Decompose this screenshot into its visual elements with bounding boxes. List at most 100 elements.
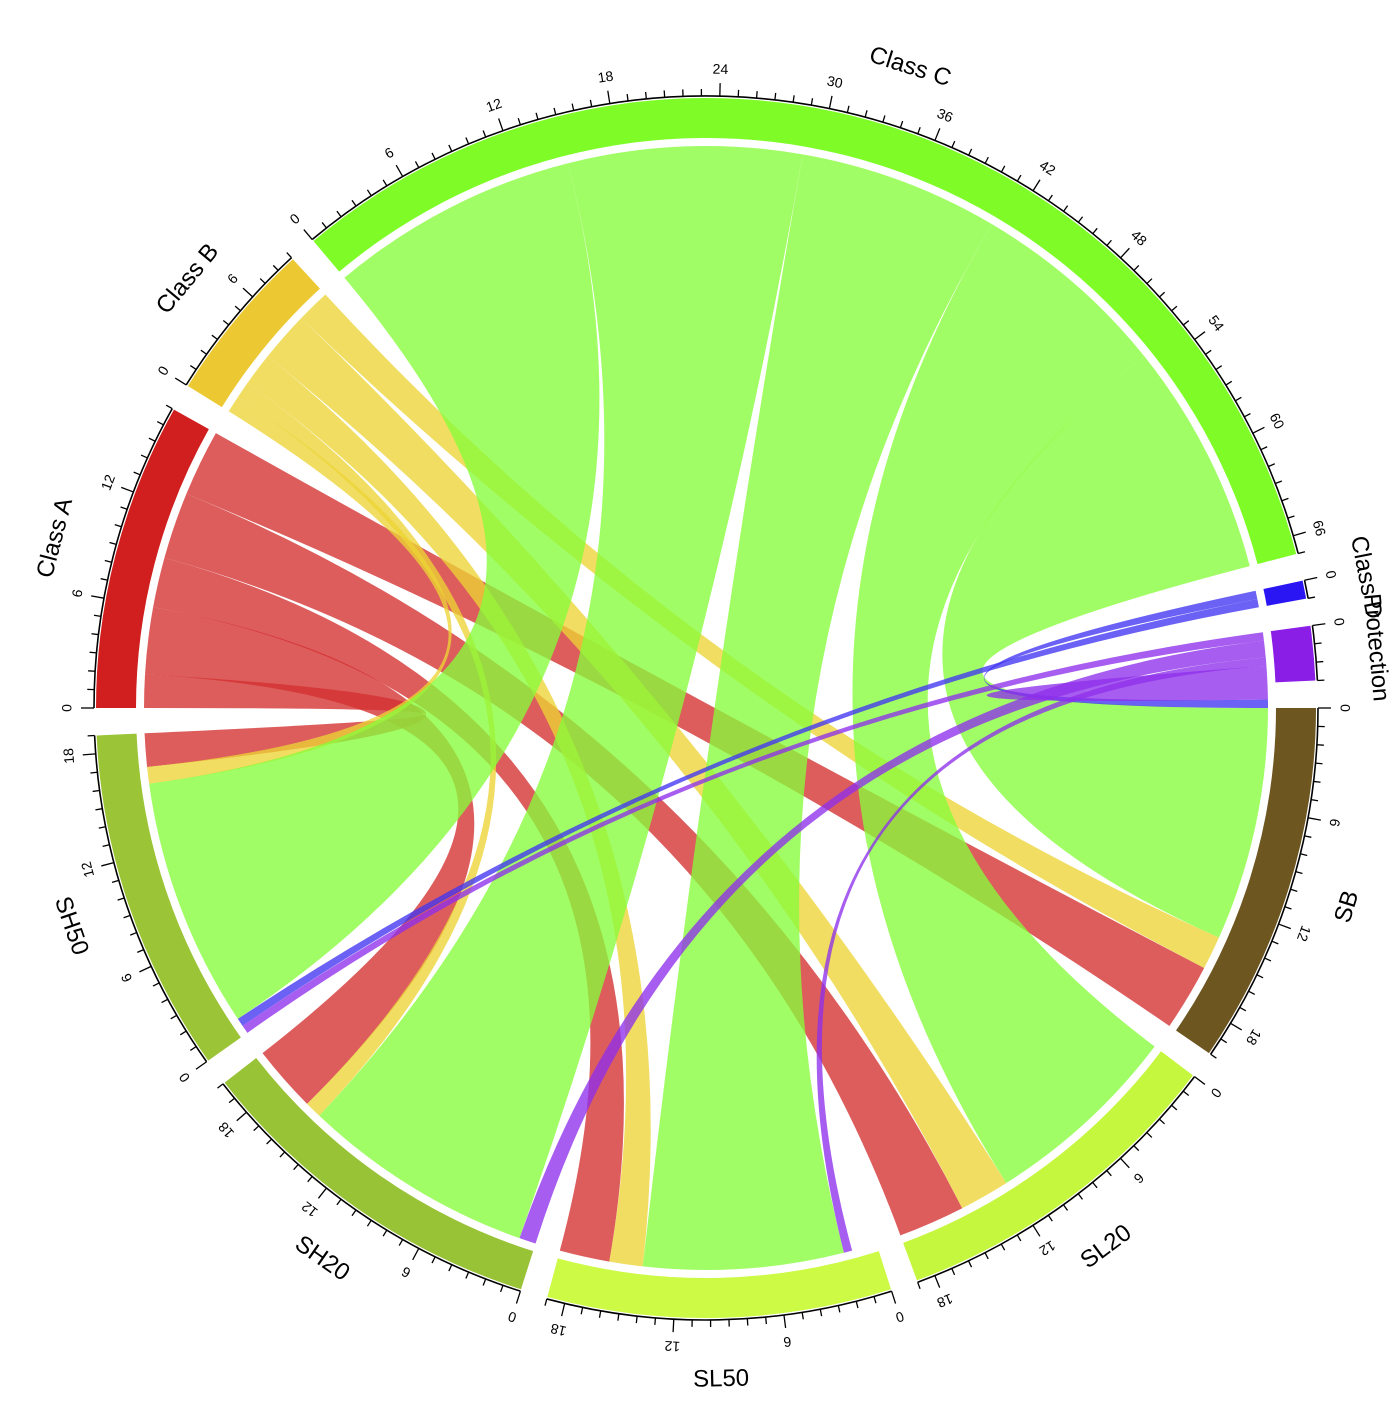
sector-class-a: [96, 409, 209, 708]
axis-sl20: [917, 1076, 1196, 1283]
tick-mark: [123, 914, 131, 919]
tick-mark: [1252, 426, 1265, 434]
tick-mark: [1295, 870, 1303, 875]
tick-mark: [222, 319, 230, 326]
tick-mark: [1016, 1234, 1022, 1242]
tick-label-class-c: 24: [712, 61, 728, 77]
tick-mark: [1264, 957, 1272, 962]
tick-label-sl50: 12: [664, 1338, 681, 1355]
tick-mark: [89, 651, 97, 654]
tick-mark: [165, 404, 173, 410]
tick-mark: [571, 103, 575, 111]
tick-mark: [195, 1061, 207, 1070]
tick-mark: [1304, 835, 1312, 838]
tick-mark: [129, 931, 137, 936]
tick-mark: [272, 264, 279, 271]
sector-sl50: [547, 1251, 892, 1319]
tick-mark: [1146, 278, 1153, 285]
tick-mark: [114, 524, 122, 528]
tick-mark: [366, 1219, 372, 1227]
tick-mark: [1106, 239, 1112, 246]
tick-mark: [819, 1309, 823, 1317]
sector-sl20: [903, 1051, 1193, 1281]
tick-mark: [1300, 853, 1308, 857]
sector-sh20: [224, 1058, 534, 1290]
sector-class-d: [1263, 580, 1307, 606]
tick-mark: [448, 1264, 453, 1272]
tick-mark: [307, 1176, 313, 1183]
chord-class-c-to-sl50: [642, 154, 992, 1270]
tick-mark: [644, 91, 647, 99]
tick-mark: [589, 99, 593, 107]
tick-mark: [1307, 817, 1321, 821]
sector-protection: [1270, 625, 1316, 683]
tick-mark: [783, 1314, 787, 1328]
tick-mark: [93, 614, 101, 617]
tick-mark: [336, 1198, 342, 1206]
sector-class-c: [313, 97, 1297, 565]
tick-label-class-c: 42: [1037, 157, 1059, 179]
tick-mark: [635, 1316, 638, 1324]
tick-mark: [465, 137, 470, 145]
tick-mark: [317, 1187, 327, 1199]
sector-ring: [96, 97, 1316, 1319]
tick-mark: [92, 789, 100, 793]
tick-label-class-c: 0: [286, 210, 302, 227]
tick-mark: [1256, 974, 1264, 979]
tick-mark: [934, 1275, 941, 1288]
tick-mark: [1314, 642, 1322, 645]
tick-label-sb: 6: [1326, 817, 1343, 828]
tick-label-sh50: 0: [175, 1070, 193, 1086]
tick-mark: [1312, 623, 1326, 627]
tick-mark: [217, 1083, 224, 1089]
tick-label-sb: 0: [1337, 704, 1353, 712]
tick-mark: [1271, 940, 1279, 945]
tick-label-sh50: 6: [117, 971, 135, 985]
tick-label-class-a: 0: [59, 704, 75, 712]
tick-label-class-c: 6: [382, 144, 397, 162]
chord-class-b-to-sl20: [267, 318, 1007, 1209]
tick-mark: [810, 98, 814, 106]
tick-mark: [189, 365, 197, 370]
chord-class-c-to-sl20: [852, 224, 1155, 1184]
chord-links: [144, 145, 1268, 1270]
tick-mark: [1239, 1006, 1247, 1012]
chord-class-c-to-sb: [942, 356, 1268, 938]
tick-mark: [755, 91, 758, 99]
tick-mark: [1210, 1053, 1217, 1059]
tick-label-class-c: 30: [826, 72, 845, 91]
tick-label-sl20: 6: [1131, 1170, 1148, 1187]
tick-mark: [111, 879, 119, 883]
tick-mark: [91, 633, 99, 636]
tick-mark: [1275, 480, 1283, 485]
tick-mark: [1047, 1214, 1053, 1222]
sector-sb: [1176, 708, 1316, 1054]
tick-mark: [1063, 205, 1069, 212]
tick-mark: [137, 949, 144, 953]
tick-mark: [412, 1248, 420, 1261]
tick-mark: [890, 1290, 897, 1304]
tick-mark: [211, 334, 218, 340]
tick-mark: [1000, 1243, 1006, 1251]
tick-label-sb: 12: [1294, 924, 1315, 944]
tick-mark: [561, 1303, 566, 1317]
tick-mark: [382, 1229, 388, 1237]
tick-label-sh20: 18: [215, 1119, 237, 1141]
tick-label-sl20: 12: [1037, 1237, 1059, 1259]
tick-mark: [398, 1239, 404, 1246]
tick-mark: [200, 349, 207, 355]
tick-mark: [482, 130, 487, 138]
tick-mark: [515, 1290, 522, 1304]
tick-mark: [90, 771, 98, 774]
tick-mark: [1290, 888, 1298, 892]
tick-mark: [1133, 1145, 1140, 1152]
tick-mark: [672, 1319, 675, 1333]
tick-mark: [873, 1296, 877, 1304]
tick-mark: [382, 179, 388, 187]
tick-mark: [351, 199, 357, 207]
tick-mark: [1293, 531, 1306, 537]
tick-mark: [152, 982, 160, 987]
tick-mark: [236, 1111, 247, 1122]
tick-mark: [1287, 515, 1295, 519]
